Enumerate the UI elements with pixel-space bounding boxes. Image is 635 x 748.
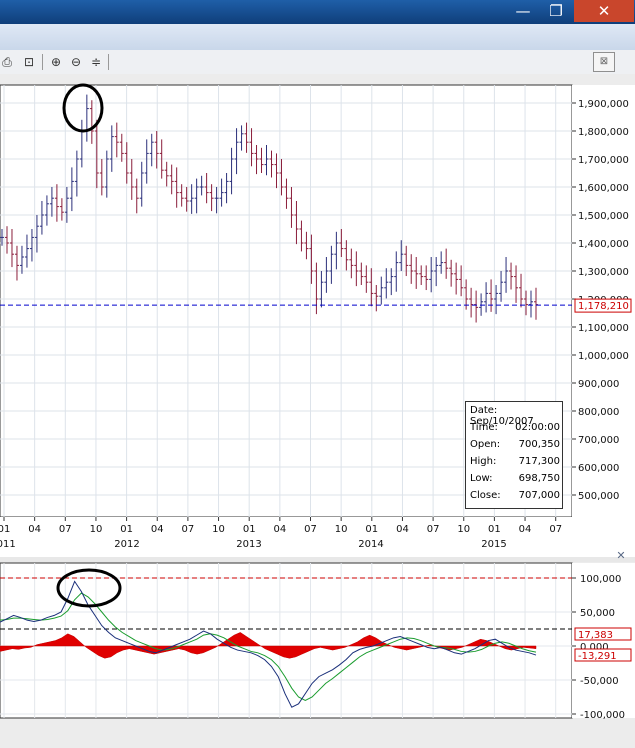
macd-tick-label: 50,000 — [580, 608, 615, 619]
info-date-row: Date: Sep/10/2007 — [470, 405, 560, 427]
price-tick-label: 500,000 — [578, 491, 619, 502]
month-tick-label: 07 — [59, 524, 72, 535]
fit-button[interactable]: ≑ — [87, 53, 105, 71]
month-tick-label: 01 — [243, 524, 256, 535]
price-tick-label: 1,600,000 — [578, 183, 629, 194]
macd-tick-label: -50,000 — [580, 676, 619, 687]
year-tick-label: 2015 — [481, 539, 506, 550]
macd-histogram-label-box — [574, 648, 632, 662]
print-preview-button[interactable]: ⊡ — [20, 53, 38, 71]
zoom-in-button[interactable]: ⊕ — [47, 53, 65, 71]
print-button[interactable]: ⎙ — [0, 53, 16, 71]
year-tick-label: 2014 — [358, 539, 383, 550]
info-time-value: 02:00:00 — [515, 422, 560, 433]
month-tick-label: 10 — [212, 524, 225, 535]
month-tick-label: 07 — [427, 524, 440, 535]
minimize-icon: — — [515, 2, 531, 20]
restore-button[interactable]: ❐ — [541, 0, 571, 22]
ohlc-info-box: Date: Sep/10/2007 Time: 02:00:00 Open: 700… — [465, 401, 563, 509]
toolbar-divider — [42, 54, 43, 70]
info-low-row: Low: 698,750 — [470, 473, 560, 484]
info-close-value: 707,000 — [518, 490, 560, 501]
toolbar-divider — [108, 54, 109, 70]
macd-plot-area — [0, 562, 573, 719]
current-price-box — [574, 298, 632, 313]
window-titlebar — [0, 0, 635, 24]
price-tick-label: 1,300,000 — [578, 267, 629, 278]
month-tick-label: 04 — [519, 524, 532, 535]
print-icon: ⎙ — [2, 55, 12, 69]
pin-button[interactable]: ⊠ — [593, 52, 615, 72]
month-tick-label: 01 — [365, 524, 378, 535]
month-tick-label: 04 — [273, 524, 286, 535]
year-tick-label: 2013 — [236, 539, 261, 550]
info-open-value: 700,350 — [518, 439, 560, 450]
fit-icon: ≑ — [90, 55, 102, 69]
zoom-in-icon: ⊕ — [50, 55, 62, 69]
zoom-out-icon: ⊖ — [70, 55, 82, 69]
month-tick-label: 10 — [90, 524, 103, 535]
price-tick-label: 1,800,000 — [578, 127, 629, 138]
price-tick-label: 1,700,000 — [578, 155, 629, 166]
year-tick-label: 2011 — [0, 539, 16, 550]
info-close-row: Close: 707,000 — [470, 490, 560, 501]
month-tick-label: 07 — [549, 524, 562, 535]
price-tick-label: 800,000 — [578, 407, 619, 418]
peak-highlight-circle — [62, 83, 104, 133]
price-tick-label: 700,000 — [578, 435, 619, 446]
month-tick-label: 01 — [488, 524, 501, 535]
price-tick-label: 900,000 — [578, 379, 619, 390]
month-tick-label: 01 — [120, 524, 133, 535]
chart-toolbar: ⎙ ⊡ ⊕ ⊖ ≑ — [0, 50, 635, 74]
macd-signal-label-box — [574, 627, 632, 641]
close-pane-icon: ✕ — [616, 549, 626, 562]
current-price-label: 1,178,210 — [578, 301, 629, 312]
macd-tick-label: -100,000 — [580, 710, 625, 721]
print-preview-icon: ⊡ — [23, 55, 35, 69]
price-tick-label: 600,000 — [578, 463, 619, 474]
pin-icon: ⊠ — [599, 56, 609, 67]
price-tick-label: 1,500,000 — [578, 211, 629, 222]
macd-signal-value: 17,383 — [578, 630, 613, 641]
time-axis-area — [0, 517, 635, 557]
zoom-out-button[interactable]: ⊖ — [67, 53, 85, 71]
pane-splitter — [0, 557, 635, 562]
month-tick-label: 07 — [182, 524, 195, 535]
close-window-button[interactable]: ✕ — [574, 0, 634, 22]
info-low-value: 698,750 — [518, 473, 560, 484]
month-tick-label: 01 — [0, 524, 10, 535]
price-tick-label: 1,400,000 — [578, 239, 629, 250]
info-open-row: Open: 700,350 — [470, 439, 560, 450]
month-tick-label: 04 — [396, 524, 409, 535]
year-tick-label: 2012 — [114, 539, 139, 550]
macd-histogram — [0, 632, 537, 659]
info-high-value: 717,300 — [518, 456, 560, 467]
price-tick-label: 1,000,000 — [578, 351, 629, 362]
price-tick-label: 1,900,000 — [578, 99, 629, 110]
info-time-row: Time: 02:00:00 — [470, 422, 560, 433]
close-indicator-pane-button[interactable]: ✕ — [615, 550, 627, 562]
restore-icon: ❐ — [549, 2, 563, 20]
month-tick-label: 07 — [304, 524, 317, 535]
macd-tick-label: 0,000 — [580, 642, 609, 653]
price-tick-label: 1,100,000 — [578, 323, 629, 334]
month-tick-label: 10 — [457, 524, 470, 535]
month-tick-label: 04 — [28, 524, 41, 535]
signal-line — [0, 592, 537, 701]
info-high-row: High: 717,300 — [470, 456, 560, 467]
month-tick-label: 04 — [151, 524, 164, 535]
macd-histogram-value: -13,291 — [578, 651, 617, 662]
close-icon: ✕ — [597, 2, 611, 20]
info-date: Date: Sep/10/2007 — [470, 405, 534, 427]
macd-peak-highlight — [56, 568, 122, 608]
month-tick-label: 10 — [335, 524, 348, 535]
minimize-button[interactable]: — — [508, 0, 538, 22]
macd-tick-label: 100,000 — [580, 574, 621, 585]
